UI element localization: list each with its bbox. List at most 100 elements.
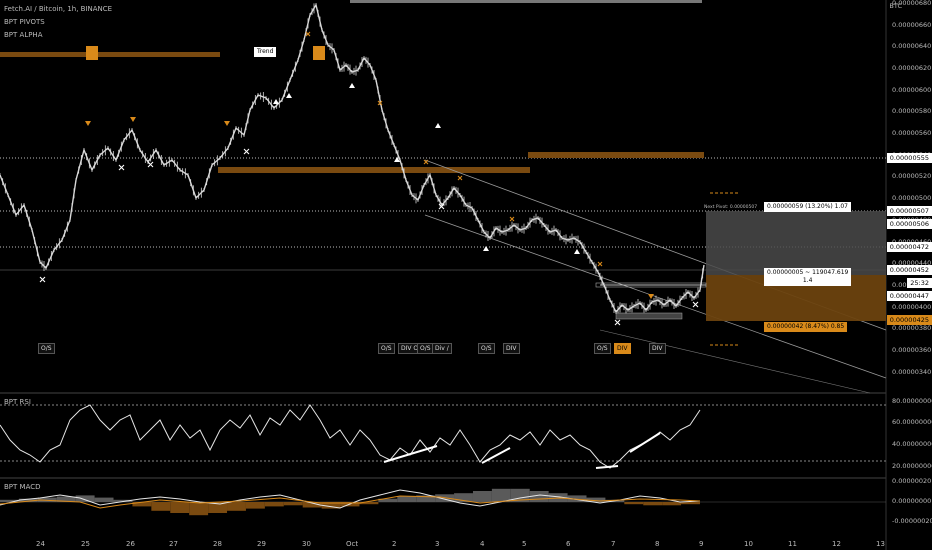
x-marker [457,175,463,181]
price-tag: 0.00000452 [886,265,932,275]
pivot-zone [528,152,704,158]
signal-tag: DIV [649,343,666,354]
signal-tag: Div / [432,343,452,354]
down-marker [130,117,136,122]
time-axis-label: 8 [655,540,660,548]
time-axis-label: 29 [257,540,266,548]
price-axis-label: 0.00000400 [892,303,932,311]
macd-title[interactable]: BPT MACD [4,483,41,491]
signal-tag: DIV [503,343,520,354]
price-axis-label: 0.00000620 [892,64,932,72]
price-axis-label: 0.00000600 [892,86,932,94]
price-axis-label: 0.00000500 [892,194,932,202]
x-marker [147,161,154,168]
rsi-line [0,404,701,469]
macd-bar [208,502,228,513]
time-axis-label: 12 [832,540,841,548]
macd-bar [359,502,379,505]
up-marker [483,246,489,251]
x-marker [692,301,699,308]
stop-note: 0.00000042 (8.47%) 0.85 [764,322,848,332]
indicator-pivots-label[interactable]: BPT PIVOTS [4,18,45,26]
macd-bar [245,502,265,509]
macd-bar [56,496,76,502]
target-note: 0.00000059 (13.20%) 1.07 [764,202,851,212]
time-axis-label: 26 [126,540,135,548]
rsi-title[interactable]: BPT RSI [4,398,31,406]
time-axis-label: 30 [302,540,311,548]
trend-label: Trend [254,47,277,57]
price-tag: 0.00000472 [886,242,932,252]
price-axis-label: 0.00000560 [892,129,932,137]
divergence-line [481,447,511,464]
price-tag: 25:32 [907,278,932,288]
macd-bar [397,496,417,502]
macd-bar [189,502,209,516]
time-axis-label: 9 [699,540,704,548]
up-marker [349,83,355,88]
price-axis-label: 0.00000520 [892,172,932,180]
channel-line [424,214,887,379]
x-marker [243,148,250,155]
divergence-line [595,465,619,469]
next-pivot-note: Next Pivot: 0.00000507 [704,205,758,210]
macd-line [0,489,701,509]
macd-bar [378,498,398,502]
macd-bar [132,502,152,507]
macd-bar [624,502,644,505]
macd-bar [491,488,511,502]
divergence-line [629,432,661,453]
entry-note: 0.00000005 ~ 119047.619 1.4 [764,268,852,286]
time-axis-label: 13 [876,540,885,548]
macd-bar [75,495,95,502]
macd-bar [416,495,436,502]
price-tag: 0.00000447 [886,291,932,301]
price-axis-label: 0.00000380 [892,324,932,332]
indicator-alpha-label[interactable]: BPT ALPHA [4,31,43,39]
x-marker [39,276,46,283]
rsi-axis-label: 20.00000000 [892,462,932,470]
macd-bar [567,495,587,502]
symbol-title[interactable]: Fetch.AI / Bitcoin, 1h, BINANCE [4,5,113,13]
price-tag: 0.00000507 [886,206,932,216]
price-axis-label: 0.00000440 [892,259,932,267]
macd-bar [321,502,341,509]
pivot-box-marker [313,46,325,60]
macd-bar [302,502,322,508]
macd-bar [170,502,190,513]
macd-bar [454,493,473,502]
time-axis-label: 24 [36,540,45,548]
price-axis-label: 0.00000660 [892,21,932,29]
macd-axis-label: 0.00000020 [892,477,932,485]
macd-bar [94,497,114,502]
macd-bar [151,502,171,511]
time-axis-label: Oct [346,540,359,548]
macd-bar [0,499,19,502]
time-axis-label: 4 [480,540,485,548]
profit-zone [706,211,886,275]
macd-bar [113,499,133,502]
up-marker [394,157,400,162]
signal-tag: O/S [378,343,395,354]
rsi-axis-label: 60.00000000 [892,418,932,426]
macd-bar [264,502,284,507]
macd-bar [662,502,682,506]
signal-tag: DIV [614,343,631,354]
signal-tag: O/S [38,343,55,354]
macd-bar [681,502,700,505]
time-axis-label: 25 [81,540,90,548]
x-marker [509,216,515,222]
rsi-axis-label: 40.00000000 [892,440,932,448]
price-axis-label: 0.00000340 [892,368,932,376]
macd-bar [227,502,246,511]
pivot-box-marker [86,46,98,60]
macd-axis-label: -0.00000020 [892,517,932,525]
up-marker [286,93,292,98]
signal-tag: O/S [594,343,611,354]
time-axis-label: 7 [611,540,616,548]
macd-bar [472,491,492,502]
x-marker [377,100,383,106]
up-marker [435,123,441,128]
up-marker [273,99,279,104]
